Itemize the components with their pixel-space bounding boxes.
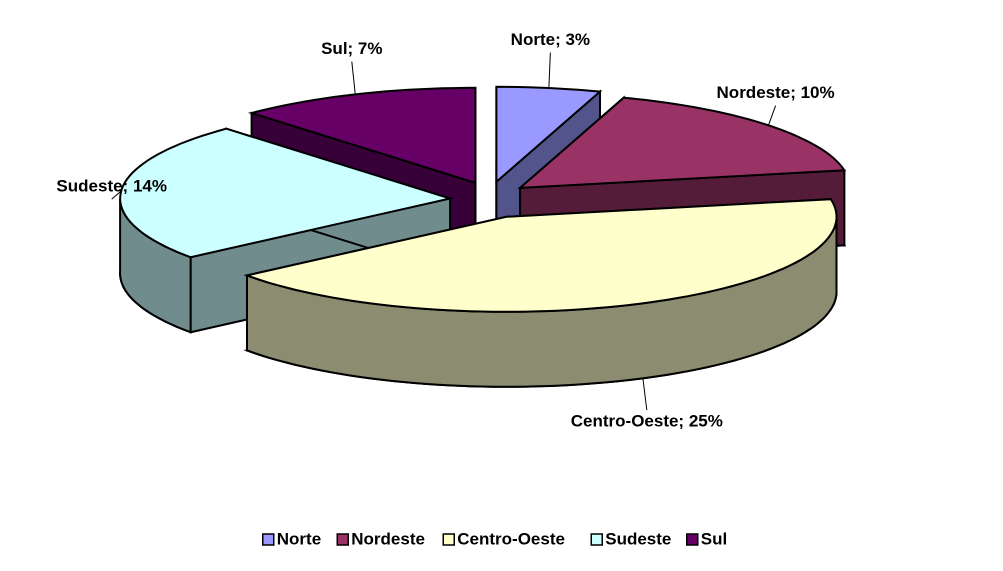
leader-line (643, 378, 647, 410)
legend-swatch (591, 534, 602, 545)
data-label: Sudeste; 14% (56, 177, 167, 196)
leader-line (768, 106, 775, 126)
legend-label: Norte (277, 529, 321, 548)
legend-swatch (443, 534, 454, 545)
legend-label: Sul (701, 529, 727, 548)
data-label: Centro-Oeste; 25% (571, 412, 723, 431)
data-label: Sul; 7% (321, 39, 382, 58)
data-label: Nordeste; 10% (717, 83, 835, 102)
legend-swatch (263, 534, 274, 545)
legend-swatch (337, 534, 348, 545)
legend-label: Sudeste (605, 529, 671, 548)
legend-label: Nordeste (351, 529, 425, 548)
data-label: Norte; 3% (511, 30, 590, 49)
legend-swatch (687, 534, 698, 545)
leader-line (549, 53, 551, 88)
leader-line (352, 62, 355, 95)
legend: Norte Nordeste Centro-Oeste Sudeste Sul (263, 529, 727, 548)
legend-label: Centro-Oeste (457, 529, 565, 548)
